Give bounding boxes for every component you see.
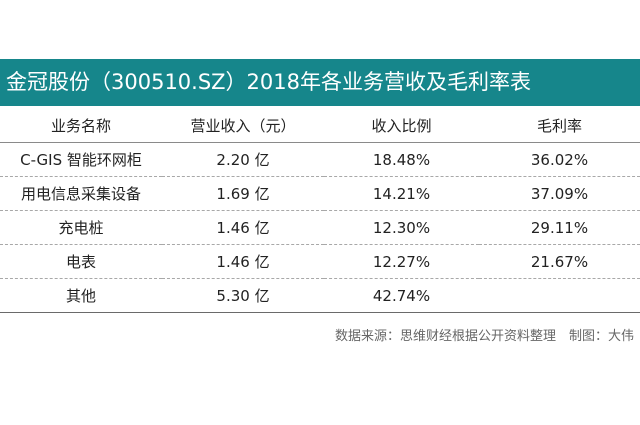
cell-gross-margin: 36.02% <box>530 150 589 169</box>
table-header-row: 业务名称 营业收入（元） 收入比例 毛利率 <box>0 109 640 143</box>
cell-business-name: 其他 <box>65 287 96 305</box>
source-credit: 数据来源：思维财经根据公开资料整理 制图：大伟 <box>334 329 634 344</box>
cell-revenue: 5.30 亿 <box>216 287 270 305</box>
cell-revenue-ratio: 42.74% <box>372 286 431 305</box>
header-business-name: 业务名称 <box>50 117 111 135</box>
cell-revenue: 2.20 亿 <box>216 151 270 169</box>
table-row: 充电桩 1.46 亿 12.30% 29.11% <box>0 211 640 245</box>
cell-revenue: 1.46 亿 <box>216 253 270 271</box>
cell-revenue-ratio: 18.48% <box>372 150 431 169</box>
cell-business-name: C-GIS 智能环网柜 <box>20 151 142 169</box>
table-title: 金冠股份（300510.SZ）2018年各业务营收及毛利率表 <box>0 59 640 106</box>
cell-revenue-ratio: 12.30% <box>372 218 431 237</box>
cell-business-name: 充电桩 <box>58 219 104 237</box>
cell-business-name: 用电信息采集设备 <box>20 185 141 203</box>
revenue-table: 业务名称 营业收入（元） 收入比例 毛利率 C-GIS 智能环网柜 2.20 亿… <box>0 109 640 313</box>
header-revenue: 营业收入（元） <box>190 117 296 135</box>
cell-revenue: 1.46 亿 <box>216 219 270 237</box>
table-row: 其他 5.30 亿 42.74% <box>0 279 640 313</box>
table-row: C-GIS 智能环网柜 2.20 亿 18.48% 36.02% <box>0 143 640 177</box>
cell-gross-margin <box>479 279 640 313</box>
cell-gross-margin: 21.67% <box>530 252 589 271</box>
cell-business-name: 电表 <box>65 253 96 271</box>
header-revenue-ratio: 收入比例 <box>371 117 432 135</box>
cell-revenue-ratio: 12.27% <box>372 252 431 271</box>
cell-gross-margin: 29.11% <box>530 218 589 237</box>
header-gross-margin: 毛利率 <box>536 117 582 135</box>
cell-revenue-ratio: 14.21% <box>372 184 431 203</box>
cell-gross-margin: 37.09% <box>530 184 589 203</box>
table-row: 用电信息采集设备 1.69 亿 14.21% 37.09% <box>0 177 640 211</box>
cell-revenue: 1.69 亿 <box>216 185 270 203</box>
table-row: 电表 1.46 亿 12.27% 21.67% <box>0 245 640 279</box>
